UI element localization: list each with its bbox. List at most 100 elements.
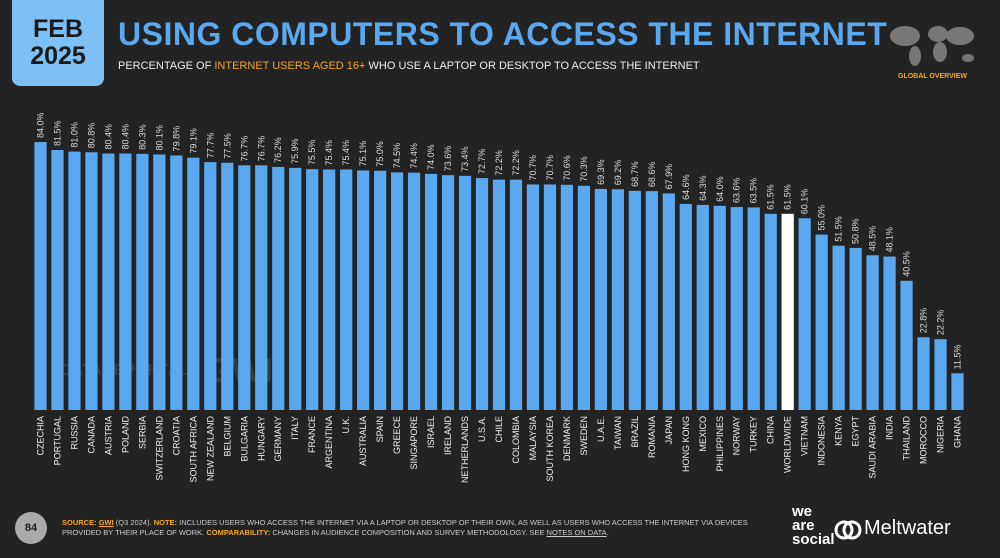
label: SOURCE: xyxy=(62,518,97,527)
text: . xyxy=(606,528,609,537)
bar xyxy=(764,213,777,410)
bar xyxy=(883,256,896,410)
value-label: 75.5% xyxy=(307,140,317,166)
x-tick-label: MOROCCO xyxy=(919,416,929,464)
value-label: 74.4% xyxy=(409,143,419,169)
value-label: 80.4% xyxy=(103,124,113,150)
value-label: 22.8% xyxy=(919,308,929,334)
value-label: 50.8% xyxy=(851,218,861,244)
bar xyxy=(390,172,404,410)
x-tick-label: SOUTH AFRICA xyxy=(188,416,198,483)
value-label: 70.7% xyxy=(528,155,538,181)
x-tick-label: NORWAY xyxy=(732,416,742,455)
subtitle-highlight: INTERNET USERS AGED 16+ xyxy=(214,60,366,72)
bar xyxy=(136,153,149,410)
x-tick-label: ITALY xyxy=(290,416,300,440)
value-label: 60.1% xyxy=(800,189,810,215)
bar xyxy=(900,280,913,410)
value-label: 63.6% xyxy=(732,178,742,204)
x-tick-label: PHILIPPINES xyxy=(715,416,725,472)
bar xyxy=(255,165,268,410)
value-label: 55.0% xyxy=(817,205,827,231)
value-label: 73.4% xyxy=(460,146,470,172)
bar xyxy=(798,218,811,410)
logo-word: social xyxy=(792,531,835,548)
value-label: 77.5% xyxy=(222,133,232,159)
x-tick-label: IRELAND xyxy=(443,416,453,456)
x-tick-label: SWEDEN xyxy=(579,416,589,456)
x-tick-label: BELGIUM xyxy=(222,416,232,457)
value-label: 67.9% xyxy=(664,164,674,190)
year: 2025 xyxy=(30,42,86,70)
x-tick-label: ROMANIA xyxy=(647,416,657,458)
bar xyxy=(374,170,387,410)
value-label: 11.5% xyxy=(953,344,963,369)
x-tick-label: GHANA xyxy=(953,416,963,448)
x-tick-label: SWITZERLAND xyxy=(154,416,164,481)
x-tick-label: KENYA xyxy=(834,416,844,446)
world-map xyxy=(890,26,974,66)
value-label: 68.6% xyxy=(647,162,657,188)
bar xyxy=(238,165,251,410)
value-label: 75.4% xyxy=(341,140,351,166)
x-tick-label: FRANCE xyxy=(307,416,317,453)
link[interactable]: NOTES ON DATA xyxy=(546,528,607,537)
value-label: 79.8% xyxy=(171,126,181,152)
value-label: 70.7% xyxy=(545,155,555,181)
value-label: 72.7% xyxy=(477,149,487,175)
x-tick-label: ARGENTINA xyxy=(324,416,334,469)
value-label: 75.4% xyxy=(324,140,334,166)
bar xyxy=(407,172,421,410)
badge: GLOBAL OVERVIEW xyxy=(898,73,967,80)
title: USING COMPUTERS TO ACCESS THE INTERNET xyxy=(118,16,888,52)
x-tick-label: SINGAPORE xyxy=(409,416,419,470)
bar xyxy=(221,162,234,410)
bar xyxy=(34,142,47,411)
bar xyxy=(594,188,608,410)
date-box: FEB 2025 xyxy=(12,0,104,86)
logo-icon xyxy=(834,520,862,540)
x-tick-label: RUSSIA xyxy=(69,416,79,450)
bar xyxy=(340,169,353,410)
bar xyxy=(323,169,336,410)
link[interactable]: GWI xyxy=(98,518,114,527)
bar xyxy=(68,151,81,411)
value-label: 74.0% xyxy=(426,144,436,170)
subtitle-text: WHO USE A LAPTOP OR DESKTOP TO ACCESS TH… xyxy=(365,60,700,72)
value-label: 72.2% xyxy=(494,150,504,176)
footer-note: SOURCE: GWI (Q3 2024). NOTE: INCLUDES US… xyxy=(62,518,782,538)
bar xyxy=(611,189,624,410)
x-tick-label: CZECHIA xyxy=(35,416,45,456)
bar xyxy=(934,339,947,410)
label: NOTE: xyxy=(153,518,178,527)
x-tick-label: CHILE xyxy=(494,416,504,443)
x-tick-label: POLAND xyxy=(120,416,130,454)
value-label: 40.5% xyxy=(902,251,912,277)
text: INCLUDES USERS WHO ACCESS THE INTERNET V… xyxy=(62,518,748,537)
x-tick-label: MALAYSIA xyxy=(528,416,538,460)
x-tick-label: MEXICO xyxy=(698,416,708,452)
bar xyxy=(492,179,506,410)
x-tick-label: NETHERLANDS xyxy=(460,416,470,483)
value-label: 48.1% xyxy=(885,227,895,253)
x-tick-label: BULGARIA xyxy=(239,416,249,462)
bar xyxy=(679,203,692,410)
bar xyxy=(119,153,132,411)
x-tick-label: JAPAN xyxy=(664,416,674,444)
bar xyxy=(628,190,641,410)
bar xyxy=(153,154,166,410)
value-label: 77.7% xyxy=(205,133,215,159)
value-label: 76.7% xyxy=(239,136,249,162)
value-label: 81.0% xyxy=(69,122,79,148)
value-label: 64.3% xyxy=(698,175,708,201)
bar xyxy=(475,178,489,410)
value-label: 22.2% xyxy=(936,310,946,336)
bar xyxy=(458,175,472,410)
value-label: 63.5% xyxy=(749,178,759,204)
x-tick-label: NIGERIA xyxy=(936,416,946,453)
bar xyxy=(509,179,523,410)
bar xyxy=(730,207,743,410)
value-label: 80.8% xyxy=(86,123,96,149)
bar xyxy=(526,184,540,410)
